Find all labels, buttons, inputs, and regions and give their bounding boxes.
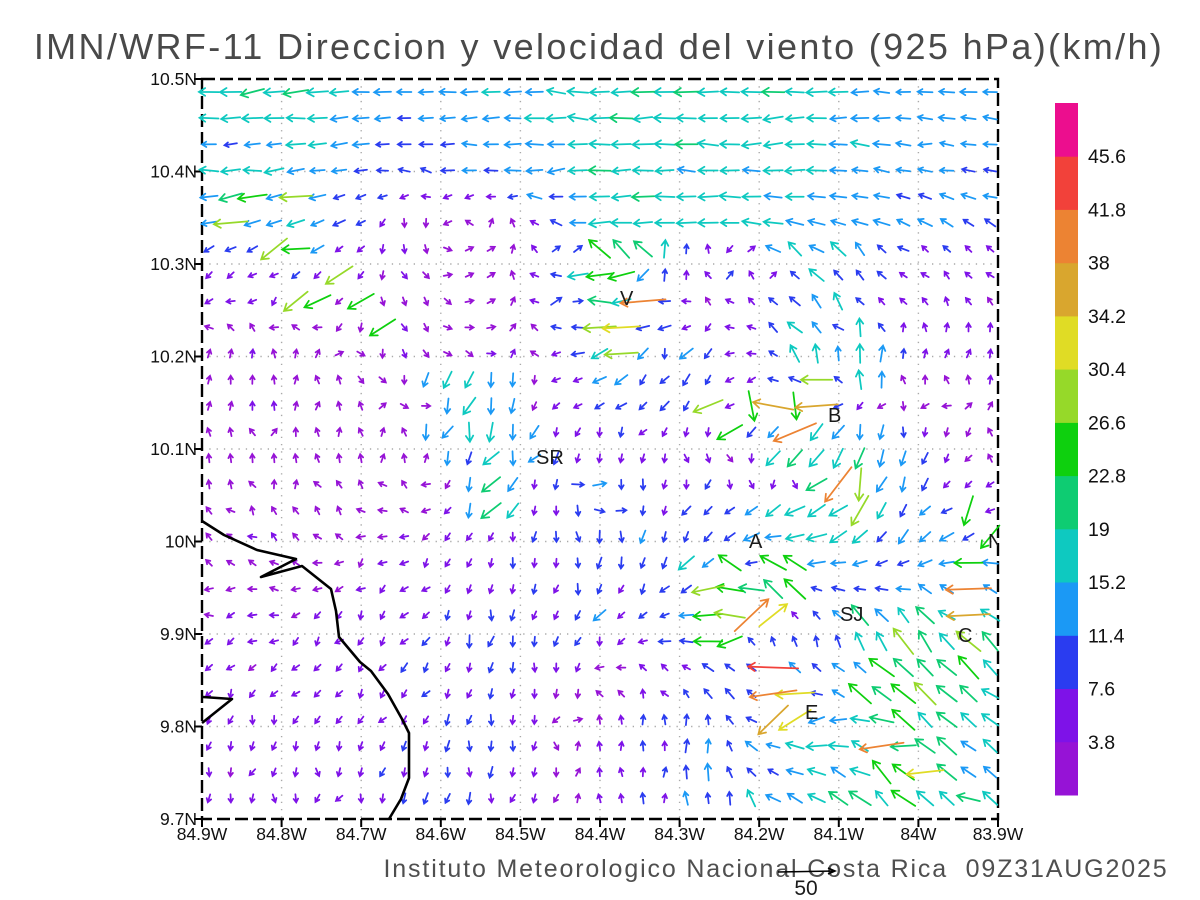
svg-text:A: A [749,531,763,553]
svg-text:84.2W: 84.2W [734,824,785,844]
svg-text:34.2: 34.2 [1088,306,1126,328]
svg-text:Instituto Meteorologico Nacion: Instituto Meteorologico Nacional Costa R… [384,855,1169,883]
svg-text:9.7N: 9.7N [160,809,197,829]
svg-text:10.3N: 10.3N [150,254,197,274]
svg-text:10.1N: 10.1N [150,439,197,459]
svg-text:84.5W: 84.5W [495,824,546,844]
svg-text:15.2: 15.2 [1088,572,1126,594]
svg-text:10.5N: 10.5N [150,69,197,89]
svg-text:IMN/WRF-11 Direccion y velocid: IMN/WRF-11 Direccion y velocidad del vie… [34,26,1164,67]
svg-text:84W: 84W [900,824,936,844]
svg-text:50: 50 [794,877,817,900]
svg-text:E: E [805,702,818,724]
svg-text:V: V [620,288,634,310]
svg-text:84.8W: 84.8W [256,824,307,844]
svg-text:45.6: 45.6 [1088,146,1126,168]
svg-text:22.8: 22.8 [1088,466,1126,488]
svg-text:7.6: 7.6 [1088,679,1115,701]
svg-text:84.1W: 84.1W [814,824,865,844]
svg-text:84.6W: 84.6W [416,824,467,844]
svg-text:84.4W: 84.4W [575,824,626,844]
svg-text:84.9W: 84.9W [177,824,228,844]
svg-text:B: B [828,405,841,427]
svg-text:SJ: SJ [840,604,863,626]
svg-text:10.4N: 10.4N [150,162,197,182]
svg-text:C: C [958,625,972,647]
svg-text:9.8N: 9.8N [160,717,197,737]
svg-text:SR: SR [536,447,564,469]
svg-text:30.4: 30.4 [1088,359,1126,381]
svg-text:19: 19 [1088,519,1110,541]
svg-text:11.4: 11.4 [1088,625,1125,647]
svg-text:10N: 10N [165,532,197,552]
svg-text:10.2N: 10.2N [150,347,197,367]
svg-text:38: 38 [1088,253,1110,275]
svg-text:26.6: 26.6 [1088,412,1126,434]
svg-text:41.8: 41.8 [1088,200,1126,222]
svg-text:84.7W: 84.7W [336,824,387,844]
svg-text:84.3W: 84.3W [654,824,705,844]
svg-text:N: N [988,531,1002,553]
svg-text:83.9W: 83.9W [973,824,1024,844]
svg-text:3.8: 3.8 [1088,732,1115,754]
svg-text:9.9N: 9.9N [160,624,197,644]
